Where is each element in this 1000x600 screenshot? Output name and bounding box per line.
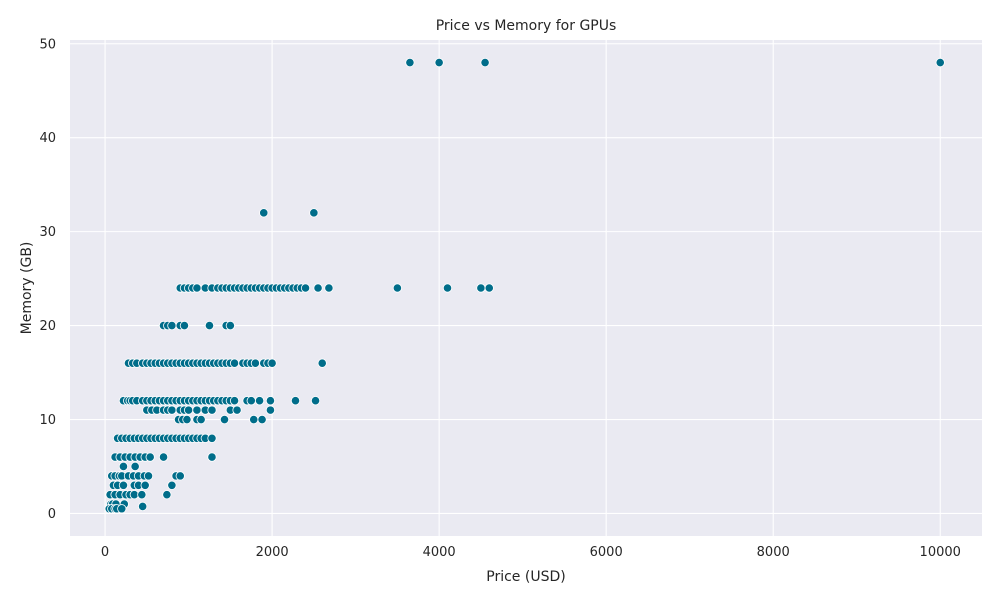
data-point	[405, 57, 415, 68]
y-axis-ticks: 0 10 20 30 40 50	[39, 37, 56, 522]
data-point	[145, 452, 155, 462]
x-axis-title: Price (USD)	[486, 569, 565, 585]
data-point	[192, 405, 202, 415]
x-axis-ticks: 0 2000 4000 6000 8000 10000	[101, 545, 961, 560]
data-point	[183, 405, 194, 415]
data-point	[935, 57, 945, 68]
data-point	[249, 414, 259, 425]
data-point	[246, 396, 256, 406]
y-tick-label: 20	[39, 319, 56, 334]
data-point	[138, 501, 148, 512]
data-point	[229, 358, 240, 368]
data-point	[143, 471, 154, 481]
data-point	[265, 405, 276, 415]
data-point	[167, 405, 177, 415]
data-point	[162, 490, 172, 500]
y-tick-label: 40	[39, 131, 56, 146]
x-tick-label: 2000	[256, 545, 289, 560]
data-point	[137, 490, 147, 500]
data-point	[484, 283, 494, 293]
x-tick-label: 6000	[590, 545, 623, 560]
data-point	[182, 414, 192, 425]
data-point	[300, 283, 311, 293]
data-point	[167, 480, 177, 490]
y-tick-label: 30	[39, 225, 56, 240]
y-tick-label: 50	[39, 37, 56, 52]
data-point	[392, 283, 402, 293]
chart-title: Price vs Memory for GPUs	[436, 18, 617, 34]
data-point	[204, 320, 215, 331]
data-point	[130, 461, 140, 472]
data-point	[265, 396, 276, 406]
data-point	[434, 57, 444, 68]
data-point	[257, 414, 267, 425]
data-point	[207, 433, 217, 443]
data-point	[140, 480, 150, 490]
data-point	[175, 471, 185, 481]
data-point	[158, 452, 169, 462]
data-point	[313, 283, 323, 293]
data-point	[259, 208, 269, 218]
data-point	[207, 405, 217, 415]
data-point	[309, 208, 319, 218]
data-point	[290, 396, 301, 406]
y-axis-title: Memory (GB)	[19, 242, 35, 335]
data-points	[104, 57, 945, 514]
data-point	[192, 283, 202, 293]
data-point	[219, 414, 230, 425]
data-point	[118, 480, 129, 490]
x-tick-label: 0	[101, 545, 109, 560]
x-tick-label: 10000	[920, 545, 961, 560]
data-point	[317, 358, 327, 368]
data-point	[167, 320, 177, 331]
data-point	[229, 396, 240, 406]
data-point	[442, 283, 453, 293]
data-point	[232, 405, 242, 415]
y-tick-label: 10	[39, 413, 56, 428]
data-point	[254, 396, 265, 406]
data-point	[179, 320, 190, 331]
x-tick-label: 4000	[423, 545, 456, 560]
data-point	[118, 461, 129, 472]
data-point	[250, 358, 261, 368]
x-tick-label: 8000	[757, 545, 790, 560]
data-point	[196, 414, 206, 425]
data-point	[310, 396, 321, 406]
data-point	[225, 320, 235, 331]
data-point	[324, 283, 334, 293]
data-point	[480, 57, 490, 68]
y-tick-label: 0	[48, 507, 56, 522]
data-point	[117, 504, 127, 514]
data-point	[267, 358, 277, 368]
data-point	[207, 452, 217, 462]
data-point	[476, 283, 486, 293]
